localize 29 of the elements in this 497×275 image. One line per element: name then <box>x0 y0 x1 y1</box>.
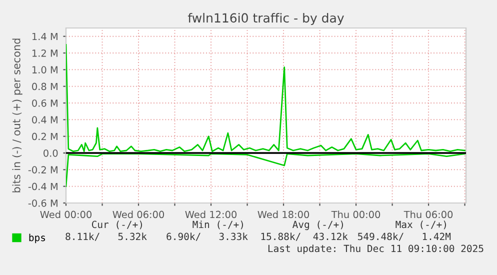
x-tick-label: Wed 18:00 <box>258 210 310 218</box>
y-tick-label: -0.2 M <box>28 166 58 174</box>
y-tick-label: 0.6 M <box>32 99 58 107</box>
x-tick-label: Thu 00:00 <box>331 210 380 218</box>
y-tick-label: 1.4 M <box>32 32 58 40</box>
text: 15.88k/ 43.12k <box>261 232 348 241</box>
text: Avg (-/+) <box>292 220 343 230</box>
text: Cur (-/+) <box>92 220 142 230</box>
text: Min (-/+) <box>192 220 243 230</box>
y-tick-label: 0.4 M <box>32 116 58 124</box>
y-axis-title: bits in (-) / out (+) per second <box>12 38 22 192</box>
y-tick-label: 0.0 <box>44 149 58 157</box>
y-tick-label: 1.0 M <box>32 66 58 74</box>
y-tick-label: 1.2 M <box>32 49 58 57</box>
x-tick-label: Thu 06:00 <box>404 210 453 218</box>
x-tick-label: Wed 00:00 <box>40 210 92 218</box>
y-tick-label: 0.2 M <box>32 132 58 140</box>
y-tick-label: -0.4 M <box>28 182 58 190</box>
legend-label: bps <box>29 234 46 244</box>
text: Last update: Thu Dec 11 09:10:00 2025 <box>268 244 484 254</box>
x-tick-label: Wed 06:00 <box>112 210 164 218</box>
text: 549.48k/ 1.42M <box>358 232 451 241</box>
x-tick-label: Wed 12:00 <box>185 210 237 218</box>
y-tick-label: 0.8 M <box>32 82 58 90</box>
text: 6.90k/ 3.33k <box>166 232 248 241</box>
text: 8.11k/ 5.32k <box>66 232 147 241</box>
y-tick-label: -0.6 M <box>28 199 58 207</box>
text: Max (-/+) <box>396 220 446 230</box>
chart-title: fwln116i0 traffic - by day <box>188 12 344 26</box>
